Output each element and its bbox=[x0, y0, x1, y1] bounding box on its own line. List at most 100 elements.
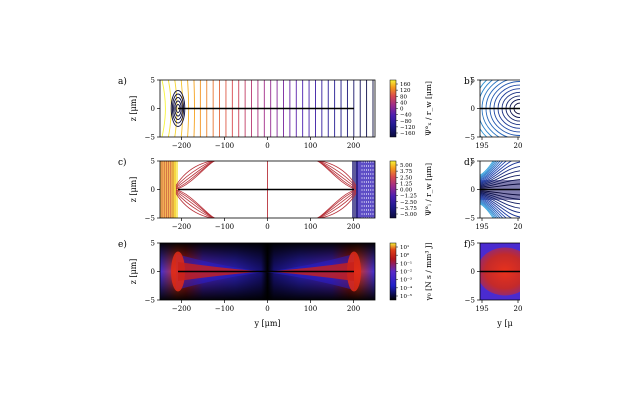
y-tick-label: −5 bbox=[465, 215, 475, 223]
colorbar-tick-label: 10⁻² bbox=[400, 269, 412, 276]
x-tick-label: 20 bbox=[514, 305, 523, 313]
contour-line bbox=[161, 80, 166, 137]
colorbar-tick-label: 80 bbox=[400, 94, 407, 100]
colorbar-tick-label: −80 bbox=[400, 119, 412, 125]
colorbar bbox=[389, 160, 397, 219]
contour-line bbox=[481, 80, 501, 109]
panel-label: c) bbox=[118, 157, 127, 168]
edge-glow-right bbox=[356, 161, 375, 218]
contour-line bbox=[480, 161, 499, 179]
panel-a: a) −5 0 5 −200 −100 0 100 200 z [μm] 160120804… bbox=[118, 76, 433, 150]
y-tick-label: −5 bbox=[145, 134, 155, 142]
colorbar-tick-label: 10⁻⁵ bbox=[400, 293, 412, 300]
contour-line bbox=[480, 161, 513, 183]
contour-line bbox=[501, 108, 520, 126]
y-axis-label: z [μm] bbox=[129, 96, 138, 122]
contour-line bbox=[480, 195, 520, 218]
contour-lines bbox=[161, 161, 374, 218]
y-tick-label: 0 bbox=[151, 186, 155, 194]
colorbar-tick-label: −3.75 bbox=[400, 206, 417, 212]
y-axis: 5 0 −5 bbox=[465, 77, 480, 142]
contour-line bbox=[509, 99, 520, 109]
colorbar-tick-label: 120 bbox=[400, 88, 411, 94]
colorbar-tick-label: 10⁻¹ bbox=[400, 260, 412, 267]
contour-line bbox=[480, 196, 513, 218]
y-tick-label: 0 bbox=[471, 268, 475, 276]
contour-line bbox=[485, 80, 510, 109]
colorbar-tick-label: 1.25 bbox=[400, 181, 413, 187]
y-tick-label: 5 bbox=[151, 158, 155, 166]
contour-line bbox=[316, 161, 357, 190]
y-axis: 5 0 −5 bbox=[465, 158, 480, 223]
colorbar-tick-label: 10⁰ bbox=[400, 252, 410, 259]
x-axis: −200 −100 0 100 200 bbox=[172, 137, 360, 150]
x-tick-label: 100 bbox=[304, 305, 317, 313]
x-tick-label: 20 bbox=[514, 142, 523, 150]
colorbar-tick-label: 0 bbox=[400, 107, 404, 113]
panel-d: d) 5 0 −5 195 20 bbox=[464, 157, 522, 231]
y-axis: −5 0 5 bbox=[145, 158, 160, 223]
panel-b: b) 5 0 −5 195 20 bbox=[464, 76, 523, 150]
x-tick-label: 200 bbox=[347, 223, 360, 231]
contour-line bbox=[485, 108, 510, 137]
colorbar-tick-label: 40 bbox=[400, 100, 407, 106]
x-tick-label: −200 bbox=[172, 305, 191, 313]
panel-f: f) 5 0 −5 195 20 y [μ bbox=[464, 239, 523, 328]
contour-line bbox=[480, 192, 520, 205]
contour-line bbox=[481, 108, 501, 137]
contour-line bbox=[480, 193, 520, 209]
contour-line bbox=[513, 102, 520, 109]
colorbar-tick-label: −1.25 bbox=[400, 194, 417, 200]
x-tick-label: 200 bbox=[347, 142, 360, 150]
colorbar-tick-label: 10⁻³ bbox=[400, 277, 412, 284]
colorbar-tick-label: 160 bbox=[400, 82, 411, 88]
contour-line bbox=[497, 108, 520, 129]
colorbar-tick-label: 3.75 bbox=[400, 169, 413, 175]
contour-line bbox=[480, 200, 499, 218]
contour-line bbox=[480, 161, 494, 176]
contour-line bbox=[480, 179, 520, 188]
x-tick-label: −100 bbox=[215, 142, 234, 150]
contour-line bbox=[174, 80, 178, 137]
y-tick-label: 0 bbox=[471, 186, 475, 194]
x-tick-label: 195 bbox=[475, 305, 488, 313]
colorbar-tick-label: −5.00 bbox=[400, 212, 417, 218]
contour-line bbox=[480, 183, 520, 189]
x-tick-label: 200 bbox=[347, 305, 360, 313]
y-axis-label: z [μm] bbox=[129, 177, 138, 203]
contour-line bbox=[505, 108, 520, 122]
colorbar-tick-label: 10¹ bbox=[400, 244, 409, 251]
y-tick-label: 0 bbox=[151, 268, 155, 276]
colorbar-ticks: 5.003.752.501.250.00−1.25−2.50−3.75−5.00 bbox=[396, 163, 417, 218]
panel-label: d) bbox=[464, 157, 473, 168]
colorbar-tick-label: −2.50 bbox=[400, 200, 417, 206]
y-axis: −5 0 5 bbox=[145, 240, 160, 305]
y-tick-label: 0 bbox=[151, 105, 155, 113]
contour-line bbox=[480, 190, 520, 196]
y-tick-label: 5 bbox=[471, 158, 475, 166]
contour-line bbox=[175, 161, 216, 190]
x-axis: 195 20 bbox=[475, 218, 522, 231]
contour-line bbox=[501, 91, 520, 109]
contour-line bbox=[480, 165, 520, 185]
contour-line bbox=[480, 161, 507, 182]
x-tick-label: 195 bbox=[475, 223, 488, 231]
x-tick-label: 100 bbox=[304, 142, 317, 150]
x-tick-label: −100 bbox=[215, 223, 234, 231]
colorbar-title: Ψ°ᵢ / r_w [μm] bbox=[424, 163, 433, 216]
contour-line bbox=[513, 108, 520, 115]
y-tick-label: −5 bbox=[145, 215, 155, 223]
colorbar-tick-label: −120 bbox=[400, 125, 416, 131]
y-tick-label: 5 bbox=[471, 77, 475, 85]
colorbar-tick-label: 10⁻⁴ bbox=[400, 285, 413, 292]
contour-line bbox=[480, 203, 494, 218]
colorbar-title: γ₀ [N s / mm³ J] bbox=[424, 242, 433, 301]
contour-line bbox=[493, 108, 520, 133]
contour-line bbox=[480, 170, 520, 186]
colorbar-title: Ψ°ₓ / r_w [μm] bbox=[424, 81, 433, 136]
contour-line bbox=[480, 174, 520, 187]
contour-line bbox=[497, 88, 520, 109]
y-tick-label: −5 bbox=[465, 134, 475, 142]
